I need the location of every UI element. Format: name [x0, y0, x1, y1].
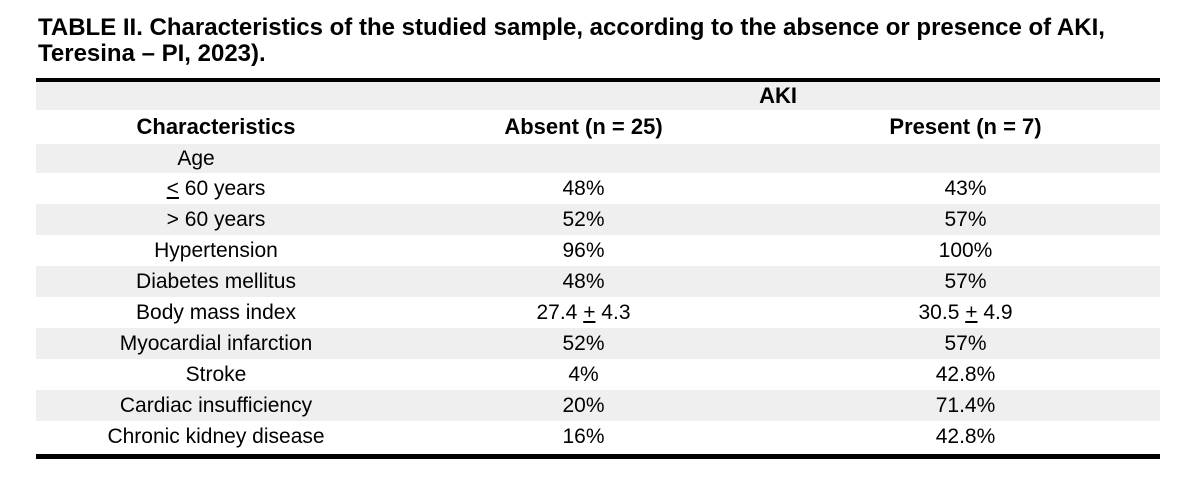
- table-row: Hypertension 96% 100%: [36, 235, 1161, 266]
- sd-value: 4.9: [977, 301, 1013, 324]
- greater-symbol: >: [166, 208, 179, 231]
- table-row: Cardiac insufficiency 20% 71.4%: [36, 390, 1161, 421]
- present-value: 42.8%: [935, 425, 996, 448]
- sd-value: 4.3: [595, 301, 631, 324]
- mean-value: 27.4: [536, 301, 584, 324]
- present-value: 100%: [938, 239, 993, 262]
- absent-value: 96%: [562, 239, 605, 262]
- column-header-present: Present (n = 7): [889, 114, 1042, 139]
- absent-value: 27.4 + 4.3: [396, 297, 771, 328]
- row-label: Hypertension: [154, 239, 278, 262]
- row-label-text: 60 years: [178, 208, 266, 231]
- row-label: > 60 years: [36, 204, 396, 235]
- table-row: Chronic kidney disease 16% 42.8%: [36, 421, 1161, 452]
- row-label: Diabetes mellitus: [136, 270, 296, 293]
- absent-value: 48%: [562, 270, 605, 293]
- table-row: Body mass index 27.4 + 4.3 30.5 + 4.9: [36, 297, 1161, 328]
- present-value: 57%: [944, 332, 987, 355]
- group-header-row: AKI: [36, 82, 1161, 110]
- empty-cell: [396, 144, 771, 173]
- plus-minus-symbol: +: [965, 301, 978, 324]
- absent-value: 16%: [562, 425, 605, 448]
- absent-value: 48%: [562, 177, 605, 200]
- column-header-absent: Absent (n = 25): [504, 114, 663, 139]
- less-equal-symbol: <: [166, 177, 179, 200]
- row-label: Myocardial infarction: [119, 332, 313, 355]
- characteristics-table: AKI Characteristics Absent (n = 25) Pres…: [36, 82, 1161, 452]
- plus-minus-symbol: +: [583, 301, 596, 324]
- empty-cell: [771, 144, 1160, 173]
- row-label: < 60 years: [36, 173, 396, 204]
- column-header-row: Characteristics Absent (n = 25) Present …: [36, 110, 1161, 144]
- present-value: 71.4%: [935, 394, 996, 417]
- table-title: TABLE II. Characteristics of the studied…: [38, 14, 1105, 67]
- table-row: Age: [36, 144, 1161, 173]
- absent-value: 4%: [568, 363, 599, 386]
- present-value: 30.5 + 4.9: [771, 297, 1160, 328]
- absent-value: 52%: [562, 332, 605, 355]
- absent-value: 20%: [562, 394, 605, 417]
- aki-group-header: AKI: [759, 83, 797, 108]
- age-label: Age: [177, 147, 215, 170]
- row-label-text: 60 years: [178, 177, 266, 200]
- absent-value: 52%: [562, 208, 605, 231]
- mean-value: 30.5: [918, 301, 966, 324]
- present-value: 43%: [944, 177, 987, 200]
- row-label: Age: [36, 144, 396, 173]
- table-row: Stroke 4% 42.8%: [36, 359, 1161, 390]
- column-header-characteristics: Characteristics: [136, 114, 296, 139]
- present-value: 57%: [944, 270, 987, 293]
- table-row: > 60 years 52% 57%: [36, 204, 1161, 235]
- row-label: Body mass index: [136, 301, 296, 324]
- empty-cell: [36, 82, 396, 110]
- table-row: < 60 years 48% 43%: [36, 173, 1161, 204]
- table-row: Diabetes mellitus 48% 57%: [36, 266, 1161, 297]
- row-label: Chronic kidney disease: [107, 425, 325, 448]
- row-label: Stroke: [185, 363, 247, 386]
- table-top-rule: [36, 78, 1160, 82]
- present-value: 57%: [944, 208, 987, 231]
- row-label: Cardiac insufficiency: [119, 394, 313, 417]
- table-bottom-rule: [36, 454, 1160, 459]
- present-value: 42.8%: [935, 363, 996, 386]
- table-row: Myocardial infarction 52% 57%: [36, 328, 1161, 359]
